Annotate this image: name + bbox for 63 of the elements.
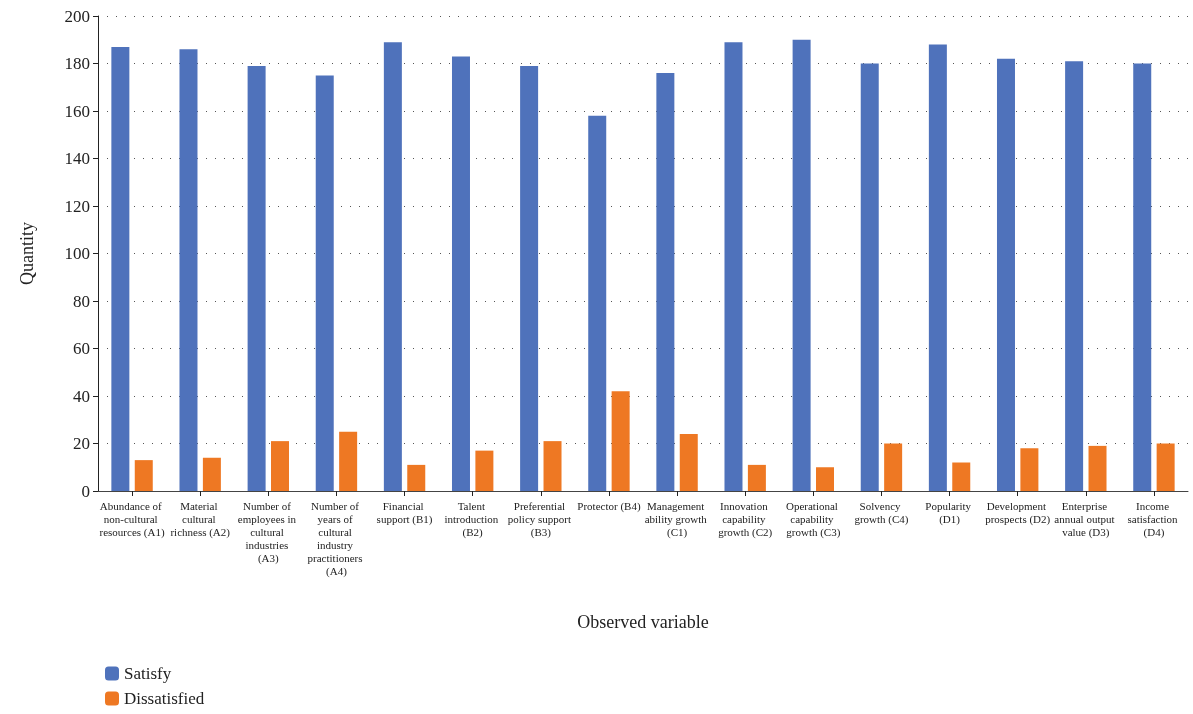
x-tick-label: Popularity (D1) <box>925 499 974 526</box>
bar <box>656 73 675 491</box>
bar <box>792 39 811 491</box>
x-tick-label: Protector (B4) <box>577 499 641 513</box>
x-tick-label: Income satisfaction (D4) <box>1127 499 1181 539</box>
x-axis-title: Observed variable <box>577 612 709 632</box>
bar <box>271 441 290 491</box>
bar <box>1020 448 1039 491</box>
bar <box>339 431 358 491</box>
bar <box>747 464 766 491</box>
legend-label: Satisfy <box>124 664 172 683</box>
bar <box>202 457 221 491</box>
x-tick-label: Enterprise annual output value (D3) <box>1054 499 1118 539</box>
x-tick-label: Number of years of cultural industry practitioners (A4) <box>307 499 366 578</box>
y-tick-label: 40 <box>73 386 90 406</box>
bar <box>611 391 630 491</box>
bar <box>588 115 607 491</box>
bar <box>928 44 947 491</box>
bar <box>315 75 334 491</box>
x-tick-label: Talent introduction (B2) <box>444 499 501 539</box>
y-tick-label: 200 <box>64 6 90 26</box>
x-tick-label: Solvency growth (C4) <box>854 499 909 526</box>
bar <box>520 65 539 491</box>
bar <box>247 65 266 491</box>
y-tick-label: 180 <box>64 54 90 73</box>
bar <box>475 450 494 491</box>
y-axis-title: Quantity <box>17 222 37 285</box>
bar <box>679 434 698 491</box>
bar <box>451 56 470 491</box>
y-tick-label: 120 <box>64 196 90 216</box>
bar <box>383 42 402 491</box>
x-tick-label: Preferential policy support (B3) <box>507 499 574 539</box>
bar <box>816 467 835 491</box>
bar <box>860 63 879 491</box>
x-tick-label: Operational capability growth (C3) <box>785 499 841 539</box>
bar <box>407 464 426 491</box>
x-tick-label: Financial support (B1) <box>376 499 433 526</box>
bar <box>134 460 153 491</box>
x-tick-label: Development prospects (D2) <box>985 499 1051 526</box>
x-tick-label: Number of employees in cultural industries (A3) <box>237 499 299 565</box>
y-tick-label: 140 <box>64 149 90 168</box>
x-tick-label: Management ability growth (C1) <box>644 499 710 539</box>
bar <box>952 462 971 491</box>
y-tick-label: 160 <box>64 101 90 121</box>
x-tick-label: Innovation capability growth (C2) <box>718 499 773 539</box>
bar <box>1088 445 1107 491</box>
y-tick-label: 60 <box>73 339 90 358</box>
bar <box>1156 443 1175 491</box>
bar <box>724 42 743 491</box>
bar <box>1065 61 1084 491</box>
bar <box>543 441 562 491</box>
y-tick-label: 0 <box>81 481 90 501</box>
legend-label: Dissatisfied <box>124 689 205 708</box>
bar <box>884 443 903 491</box>
bar <box>996 58 1015 491</box>
y-tick-label: 100 <box>64 244 90 263</box>
y-tick-label: 80 <box>73 291 90 311</box>
bar <box>179 49 198 491</box>
x-tick-label: Abundance of non-cultural resources (A1) <box>99 499 165 539</box>
y-tick-label: 20 <box>73 434 90 453</box>
bar <box>111 46 130 491</box>
bar <box>1133 63 1152 491</box>
x-tick-label: Material cultural richness (A2) <box>170 499 231 539</box>
